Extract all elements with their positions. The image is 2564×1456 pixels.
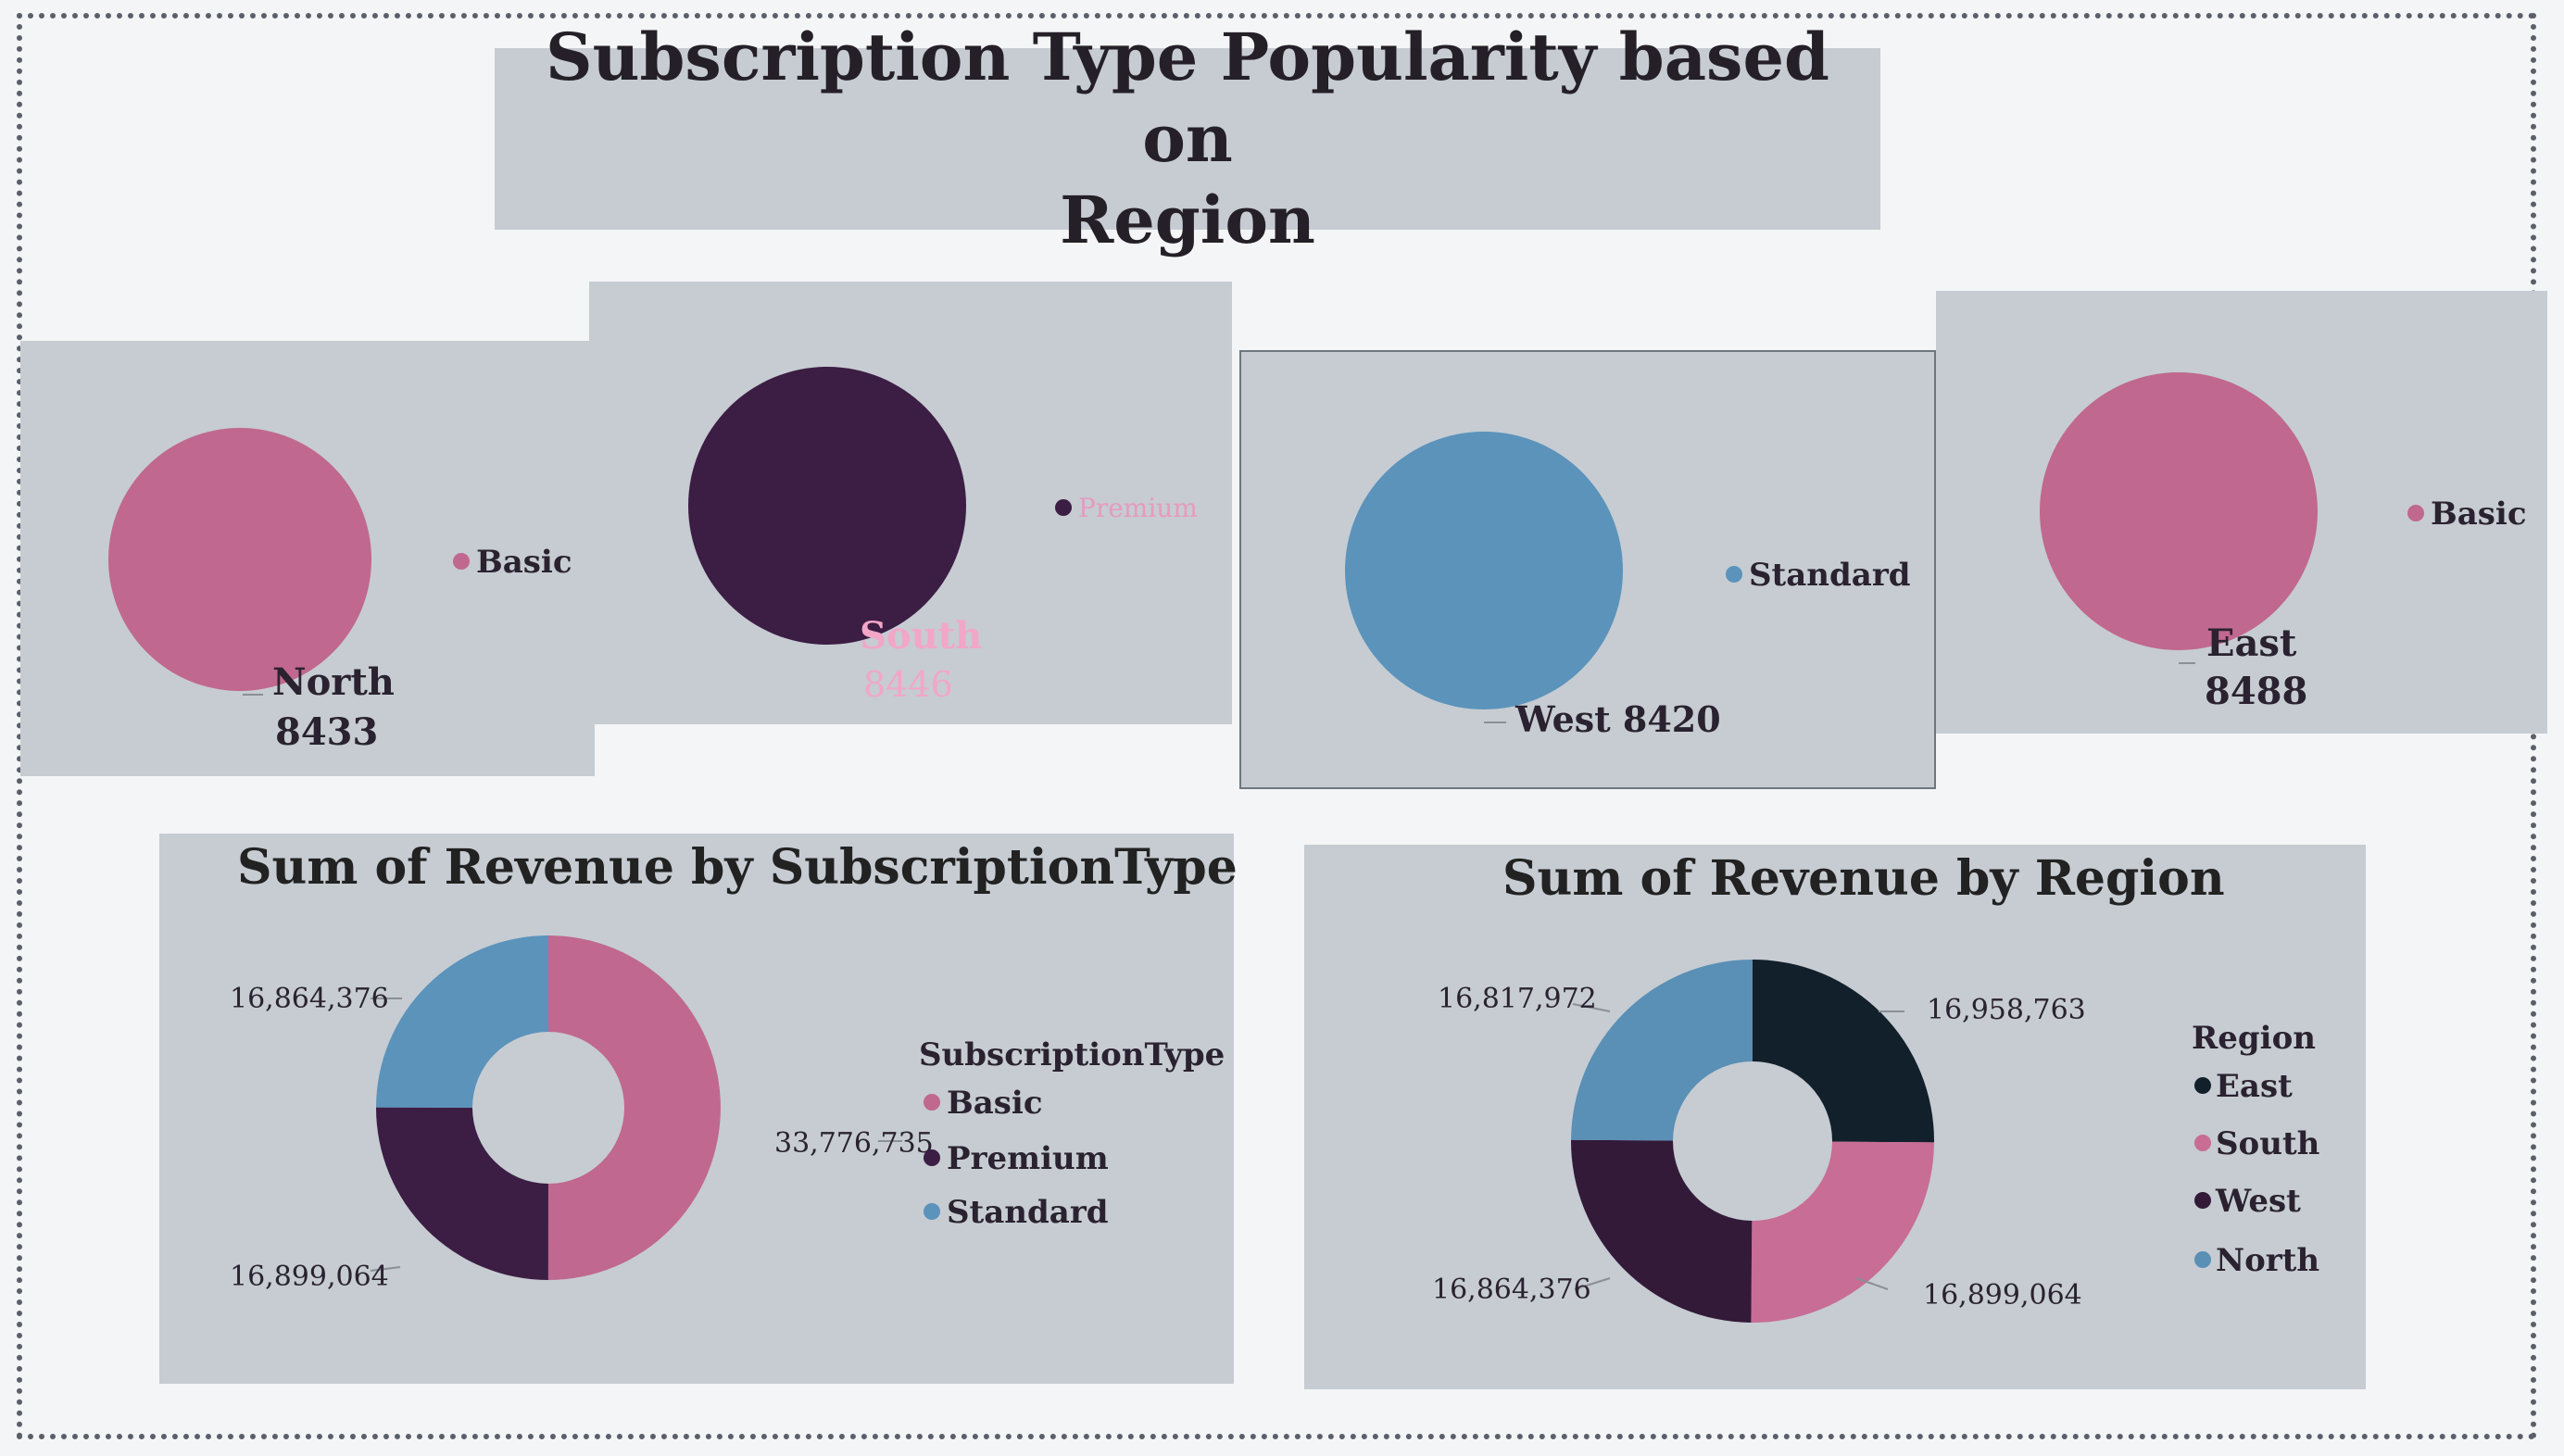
donut-slice-standard <box>376 935 548 1108</box>
west-region-value-label: West 8420 <box>1515 698 1721 740</box>
value-label-north: 16,817,972 <box>1438 983 1597 1015</box>
west-standard-slice <box>1345 432 1623 709</box>
label-leader-north <box>1572 1003 1611 1012</box>
value-label-east: 16,958,763 <box>1927 994 2086 1026</box>
revenue-by-subscription-panel: Sum of Revenue by SubscriptionType 33,77… <box>159 834 1238 1384</box>
south-premium-slice <box>688 367 966 645</box>
dashboard-title-line2: Region <box>1060 182 1315 258</box>
north-legend-label: Basic <box>476 544 572 581</box>
legend-marker-north <box>2194 1251 2211 1268</box>
south-legend-marker <box>1055 499 1072 516</box>
east-region-label: East <box>2206 621 2297 665</box>
legend-label-south: South <box>2216 1125 2319 1162</box>
revenue-by-subscription-chart: Sum of Revenue by SubscriptionType 33,77… <box>230 839 1238 1293</box>
value-label-standard: 16,864,376 <box>230 983 389 1015</box>
west-pie-chart: Standard West 8420 <box>1345 432 1911 740</box>
donut-slice-premium <box>375 1107 548 1280</box>
north-value-label: 8433 <box>275 710 378 754</box>
legend-label-east: East <box>2216 1068 2293 1105</box>
east-basic-slice <box>2040 372 2318 650</box>
east-value-label: 8488 <box>2205 670 2307 713</box>
east-legend-label: Basic <box>2431 496 2527 533</box>
north-pie-panel: Basic North 8433 <box>20 341 595 776</box>
north-legend-marker <box>453 553 470 570</box>
revenue-by-subscription-title: Sum of Revenue by SubscriptionType <box>237 839 1238 896</box>
legend-label-west: West <box>2215 1183 2301 1220</box>
south-legend-label: Premium <box>1078 493 1198 523</box>
west-pie-panel: Standard West 8420 <box>1239 350 1936 789</box>
revenue-by-region-donut <box>1571 960 1934 1323</box>
legend-label-north: North <box>2216 1242 2319 1279</box>
legend-marker-west <box>2194 1192 2211 1209</box>
east-pie-chart: Basic East 8488 <box>2040 372 2527 713</box>
north-region-label: North <box>272 660 395 704</box>
revenue-by-subscription-donut <box>375 935 721 1280</box>
legend-label-standard: Standard <box>947 1194 1109 1231</box>
donut-slice-west <box>1571 1139 1753 1323</box>
legend-marker-premium <box>924 1149 940 1166</box>
value-label-basic: 33,776,735 <box>774 1127 934 1160</box>
south-pie-chart: Premium South 8446 <box>688 367 1198 705</box>
south-region-label: South <box>860 614 982 658</box>
legend-marker-standard <box>924 1203 940 1220</box>
north-pie-chart: Basic North 8433 <box>108 428 572 754</box>
label-leader-premium <box>370 1266 401 1272</box>
revenue-by-region-title: Sum of Revenue by Region <box>1502 850 2225 907</box>
south-pie-panel: Premium South 8446 <box>589 282 1232 724</box>
legend-title-subscription: SubscriptionType <box>919 1036 1225 1073</box>
value-label-premium: 16,899,064 <box>230 1261 389 1293</box>
legend-marker-east <box>2194 1077 2211 1094</box>
donut-slice-south <box>1751 1141 1934 1323</box>
north-basic-slice <box>108 428 371 691</box>
legend-marker-south <box>2194 1135 2211 1151</box>
donut-slice-north <box>1571 960 1753 1141</box>
east-pie-panel: Basic East 8488 <box>1936 291 2547 734</box>
value-label-south: 16,899,064 <box>1923 1279 2082 1312</box>
label-leader-south <box>1855 1277 1889 1290</box>
revenue-by-region-chart: Sum of Revenue by Region 16,958,763 16,8… <box>1432 850 2319 1323</box>
dashboard-title: Subscription Type Popularity based on Re… <box>495 19 1880 258</box>
west-legend-label: Standard <box>1749 557 1911 594</box>
label-leader-west <box>1574 1277 1611 1290</box>
east-legend-marker <box>2407 505 2424 521</box>
legend-label-basic: Basic <box>947 1085 1043 1122</box>
donut-slice-basic <box>547 935 721 1280</box>
legend-marker-basic <box>924 1094 940 1111</box>
south-value-label: 8446 <box>863 664 953 705</box>
dashboard-title-line1: Subscription Type Popularity based on <box>546 19 1829 177</box>
donut-slice-east <box>1753 960 1934 1143</box>
value-label-west: 16,864,376 <box>1432 1274 1591 1306</box>
legend-title-region: Region <box>2192 1020 2316 1057</box>
west-legend-marker <box>1726 566 1742 583</box>
revenue-by-region-panel: Sum of Revenue by Region 16,958,763 16,8… <box>1304 845 2366 1389</box>
legend-label-premium: Premium <box>947 1140 1109 1177</box>
